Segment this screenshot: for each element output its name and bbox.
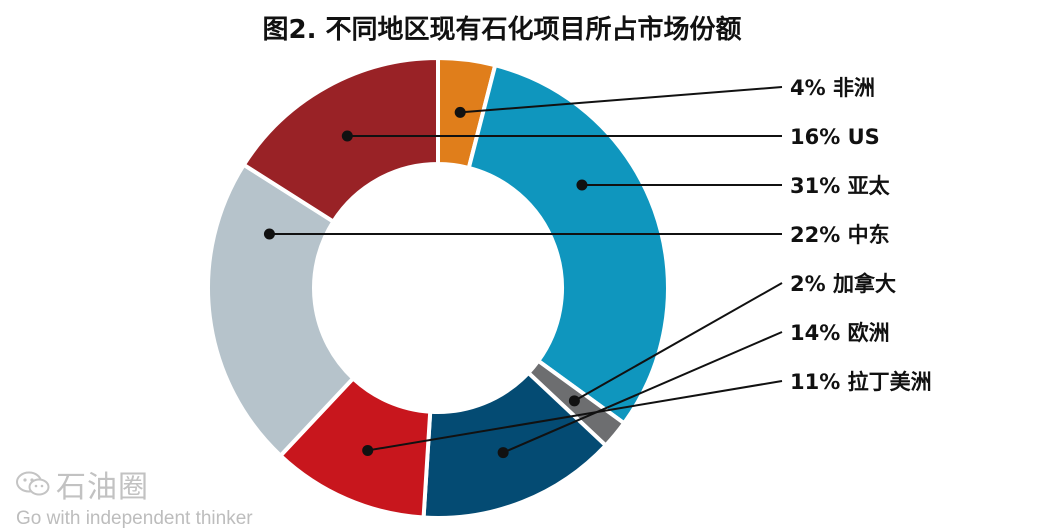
slice-label-6: 11% 拉丁美洲 bbox=[790, 370, 932, 394]
slice-label-0: 4% 非洲 bbox=[790, 76, 875, 100]
leader-line-5 bbox=[502, 331, 783, 454]
leader-line-4 bbox=[573, 282, 783, 402]
leader-dot-0 bbox=[454, 106, 466, 118]
slice-3 bbox=[421, 370, 608, 520]
slice-label-2: 31% 亚太 bbox=[790, 174, 891, 198]
leader-dot-1 bbox=[341, 130, 353, 142]
leader-line-6 bbox=[367, 380, 783, 452]
slice-5 bbox=[206, 162, 356, 458]
watermark: 石油圈 Go with independent thinker bbox=[16, 462, 253, 530]
leader-dot-3 bbox=[263, 228, 275, 240]
slice-label-1: 16% US bbox=[790, 125, 880, 149]
donut-slices bbox=[206, 56, 670, 520]
slice-1 bbox=[466, 63, 670, 426]
leader-dot-2 bbox=[576, 179, 588, 191]
slice-6 bbox=[241, 56, 440, 224]
leader-dot-4 bbox=[568, 395, 580, 407]
watermark-slogan: Go with independent thinker bbox=[16, 508, 253, 529]
chart-title: 图2. 不同地区现有石化项目所占市场份额 bbox=[262, 14, 741, 45]
leader-line-0 bbox=[460, 86, 783, 114]
slice-labels: 4% 非洲 16% US 31% 亚太 22% 中东 2% 加拿大 14% 欧洲 11% 拉… bbox=[790, 76, 932, 394]
slice-label-5: 14% 欧洲 bbox=[790, 321, 890, 345]
leader-lines bbox=[263, 86, 783, 459]
leader-dot-6 bbox=[362, 444, 374, 456]
slice-label-3: 22% 中东 bbox=[790, 223, 890, 247]
leader-dot-5 bbox=[497, 447, 509, 459]
watermark-name: 石油圈 bbox=[56, 471, 149, 504]
slice-label-4: 2% 加拿大 bbox=[790, 272, 896, 296]
wechat-icon bbox=[16, 471, 50, 496]
